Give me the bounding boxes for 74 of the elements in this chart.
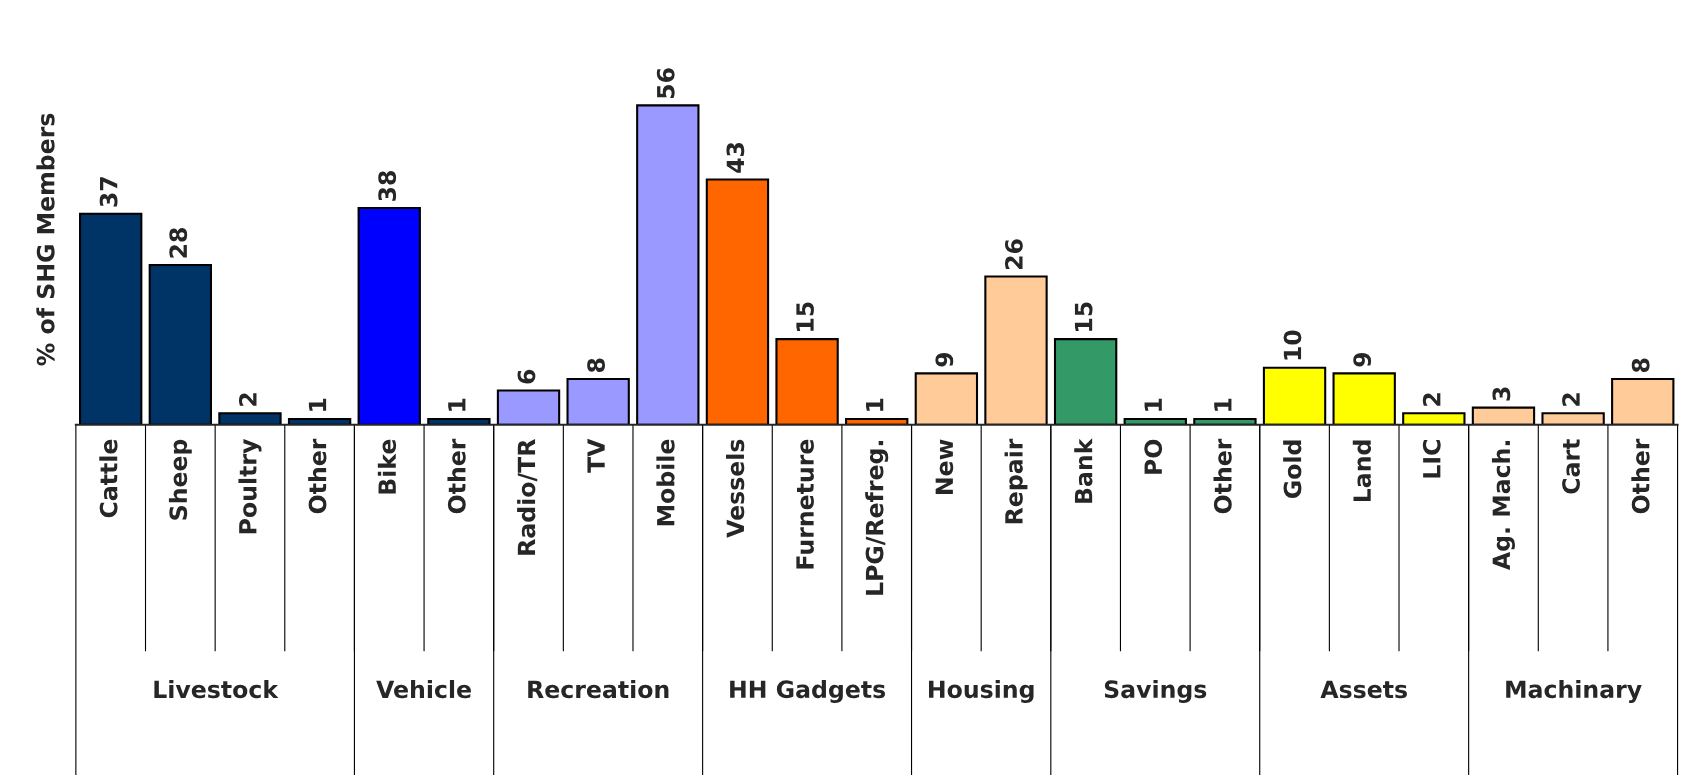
x-tick-label: Furneture bbox=[796, 439, 814, 569]
data-label: 1 bbox=[448, 398, 466, 411]
bar bbox=[1193, 417, 1257, 425]
text: Vehicle bbox=[376, 680, 471, 699]
text: Savings bbox=[1104, 679, 1207, 703]
x-tick-label: Other bbox=[1213, 438, 1232, 514]
x-tick-label: Radio/TR bbox=[517, 439, 538, 555]
data-label: 15 bbox=[1074, 302, 1093, 331]
bar bbox=[775, 338, 839, 425]
x-tick-label: New bbox=[935, 439, 954, 495]
data-label: 37 bbox=[99, 177, 118, 207]
data-label: 2 bbox=[1422, 393, 1441, 406]
bar bbox=[1471, 406, 1536, 425]
bar bbox=[705, 178, 770, 425]
bar bbox=[1402, 412, 1466, 425]
y-axis-title: % of SHG Members bbox=[36, 113, 55, 366]
data-label: 8 bbox=[1631, 358, 1650, 373]
data-label: 1 bbox=[1144, 398, 1162, 411]
x-tick-label: Other bbox=[447, 438, 466, 514]
data-label: 26 bbox=[1004, 239, 1023, 270]
bar bbox=[984, 275, 1048, 425]
data-label: 8 bbox=[587, 358, 606, 373]
bar bbox=[914, 372, 979, 425]
bar bbox=[496, 389, 561, 425]
data-label: 9 bbox=[1353, 352, 1372, 367]
x-tick-label: Other bbox=[308, 438, 327, 514]
x-tick-label: Bike bbox=[377, 439, 397, 494]
data-label: 10 bbox=[1283, 330, 1302, 360]
bar bbox=[148, 263, 213, 425]
text: Livestock bbox=[154, 680, 279, 699]
data-label: 1 bbox=[308, 398, 327, 411]
x-tick-label: Land bbox=[1352, 440, 1372, 502]
data-label: 43 bbox=[726, 142, 745, 173]
data-label: 15 bbox=[796, 302, 814, 331]
bar bbox=[1053, 338, 1118, 425]
x-tick-label: Repair bbox=[1004, 438, 1028, 524]
bar bbox=[79, 212, 143, 425]
text: Housing bbox=[929, 679, 1034, 703]
data-label: 3 bbox=[1492, 387, 1511, 401]
data-label: 38 bbox=[378, 171, 397, 201]
x-tick-label: Mobile bbox=[656, 439, 675, 526]
data-label: 1 bbox=[1214, 398, 1232, 411]
bar bbox=[1611, 378, 1675, 425]
x-tick-label: Bank bbox=[1074, 438, 1093, 503]
bar bbox=[566, 378, 630, 425]
bar bbox=[636, 104, 700, 425]
text: Machinary bbox=[1506, 679, 1642, 703]
x-tick-label: Vessels bbox=[726, 439, 745, 538]
text: Recreation bbox=[528, 680, 669, 699]
x-tick-label: Sheep bbox=[168, 439, 192, 520]
data-label: 28 bbox=[169, 228, 188, 258]
bar bbox=[1262, 366, 1327, 425]
data-label: 1 bbox=[866, 398, 884, 411]
bar bbox=[357, 206, 421, 425]
x-tick-label: Cattle bbox=[99, 439, 118, 518]
bar bbox=[1541, 412, 1605, 425]
data-label: 6 bbox=[517, 369, 536, 384]
data-label: 56 bbox=[656, 68, 675, 98]
x-tick-label: Gold bbox=[1283, 440, 1302, 499]
x-tick-label: Ag. Mach. bbox=[1491, 441, 1515, 571]
data-label: 9 bbox=[935, 352, 954, 367]
data-label: 2 bbox=[1562, 393, 1580, 406]
x-tick-label: PO bbox=[1144, 439, 1163, 474]
x-tick-label: TV bbox=[587, 438, 605, 473]
data-label: 2 bbox=[238, 393, 257, 406]
bar bbox=[1332, 372, 1396, 425]
x-tick-label: Cart bbox=[1562, 439, 1580, 494]
text: Assets bbox=[1320, 680, 1407, 699]
x-tick-label: LIC bbox=[1422, 440, 1441, 478]
bar bbox=[218, 412, 282, 425]
x-tick-label: LPG/Refreg. bbox=[865, 441, 889, 595]
text: HH Gadgets bbox=[730, 679, 886, 703]
x-tick-label: Other bbox=[1631, 438, 1650, 514]
x-tick-label: Poultry bbox=[238, 439, 262, 534]
